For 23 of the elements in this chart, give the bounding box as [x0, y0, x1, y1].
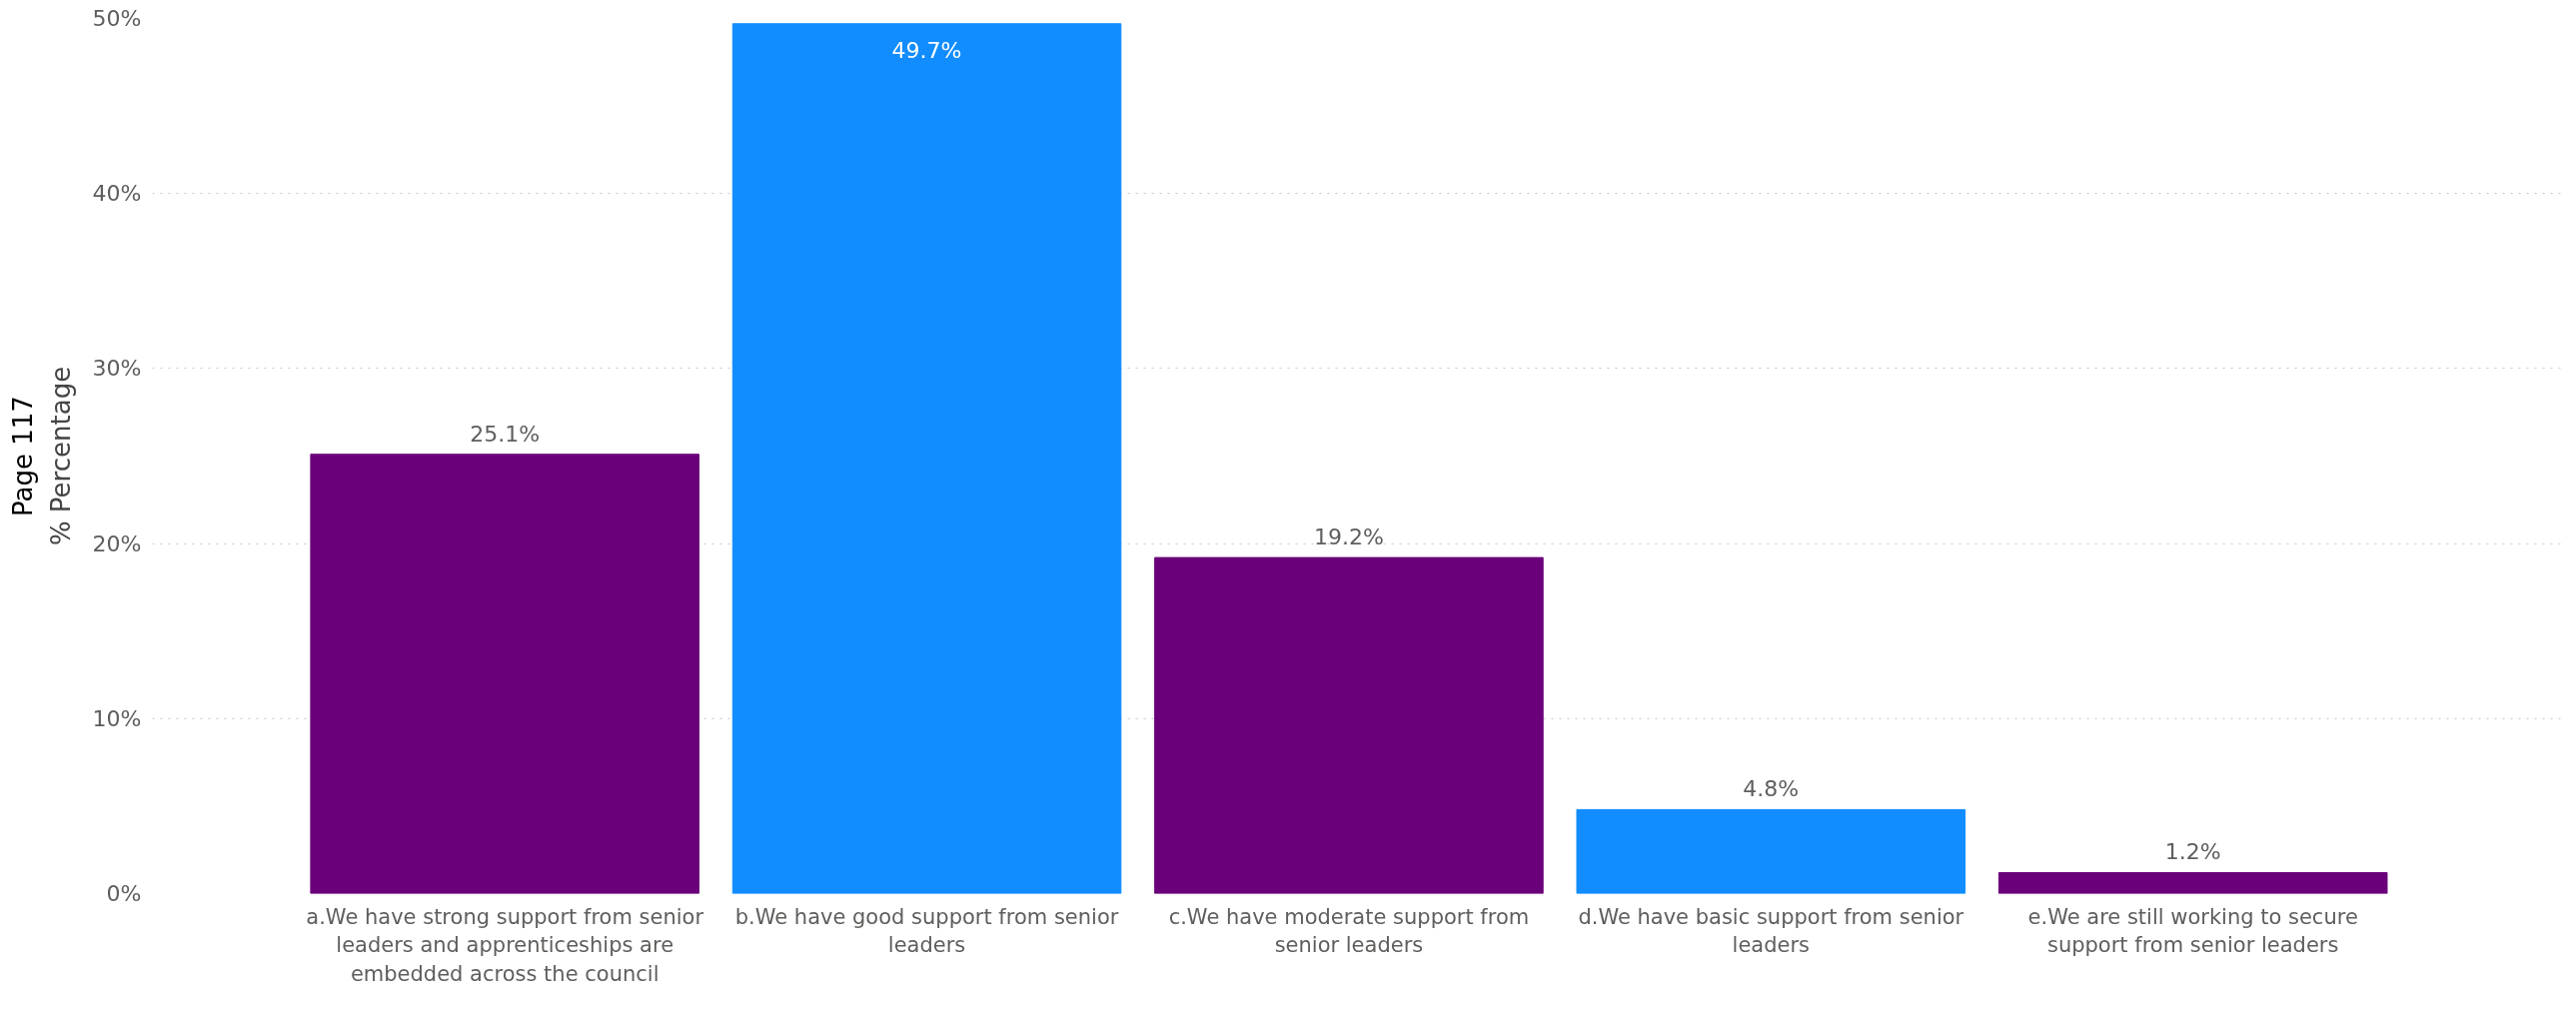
- data-label: 1.2%: [2164, 839, 2221, 865]
- x-tick-label: d.We have basic support from senior leaders: [1578, 904, 1964, 958]
- y-tick-label: 30%: [92, 356, 142, 382]
- data-label: 19.2%: [1314, 524, 1384, 550]
- bar: [310, 454, 699, 894]
- bar: [1576, 808, 1966, 894]
- text: Page 117: [7, 396, 38, 516]
- data-label: 49.7%: [891, 37, 962, 63]
- y-tick-label: 10%: [92, 705, 142, 731]
- x-tick-label: b.We have good support from senior leaders: [734, 904, 1119, 958]
- y-tick-label: 20%: [92, 530, 142, 556]
- bar: [731, 23, 1122, 894]
- x-tick-label: a.We have strong support from senior leaders and apprenticeships are embedded across the council: [306, 904, 704, 987]
- y-tick-label: 50%: [92, 6, 142, 31]
- x-tick-label: c.We have moderate support from senior leaders: [1168, 904, 1530, 958]
- y-tick-label: 0%: [106, 881, 142, 906]
- y-tick-label: 40%: [92, 181, 142, 207]
- bar: [1997, 871, 2388, 894]
- data-label: 4.8%: [1743, 776, 1800, 802]
- y-axis-title: % Percentage: [45, 366, 76, 546]
- data-label: 25.1%: [470, 421, 541, 447]
- x-tick-label: e.We are still working to secure support from senior leaders: [2027, 904, 2358, 958]
- bar: [1154, 556, 1544, 894]
